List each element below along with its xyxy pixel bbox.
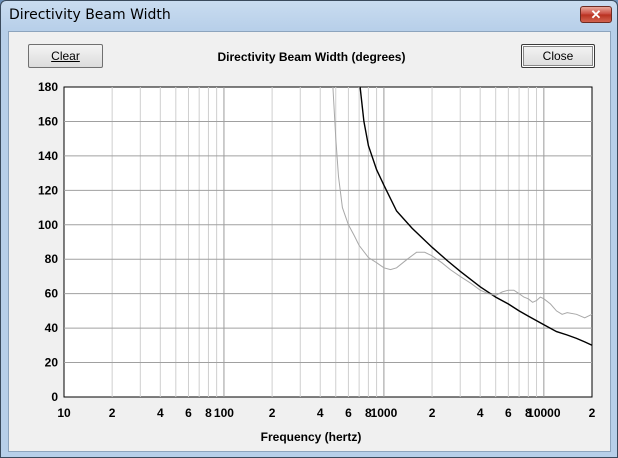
clear-button[interactable]: Clear — [28, 44, 103, 68]
y-tick-label: 180 — [38, 80, 58, 94]
dialog-client-area: Clear Directivity Beam Width (degrees) C… — [8, 31, 611, 452]
x-tick-label: 4 — [157, 406, 164, 420]
plot-area — [63, 86, 593, 398]
y-tick-label: 40 — [45, 321, 59, 335]
x-tick-label: 6 — [345, 406, 352, 420]
y-tick-label: 140 — [38, 149, 58, 163]
x-tick-label: 8 — [205, 406, 212, 420]
title-bar[interactable]: Directivity Beam Width ✕ — [1, 1, 617, 31]
x-tick-label: 6 — [185, 406, 192, 420]
x-axis-label: Frequency (hertz) — [261, 430, 362, 444]
y-tick-label: 120 — [38, 183, 58, 197]
x-tick-label: 2 — [589, 406, 596, 420]
window-title: Directivity Beam Width — [9, 7, 171, 23]
x-tick-label: 6 — [505, 406, 512, 420]
y-tick-labels: 0 20 40 60 80 100 120 140 160 180 — [38, 80, 58, 404]
grid-lines — [64, 87, 592, 397]
x-tick-label: 2 — [109, 406, 116, 420]
chart-title: Directivity Beam Width (degrees) — [217, 50, 406, 64]
y-tick-label: 80 — [45, 252, 59, 266]
series-line-2 — [332, 86, 593, 319]
x-tick-label: 100 — [214, 406, 234, 420]
series-line-1 — [359, 86, 593, 346]
x-tick-label: 10000 — [527, 406, 561, 420]
y-tick-label: 0 — [51, 390, 58, 404]
clear-button-label: Clear — [51, 49, 80, 63]
x-tick-label: 8 — [525, 406, 532, 420]
x-tick-label: 2 — [269, 406, 276, 420]
y-tick-label: 20 — [45, 356, 59, 370]
y-tick-label: 100 — [38, 218, 58, 232]
x-tick-label: 4 — [477, 406, 484, 420]
x-tick-label: 10 — [57, 406, 71, 420]
series-lines — [332, 86, 593, 346]
x-tick-label: 1000 — [371, 406, 398, 420]
x-tick-label: 2 — [429, 406, 436, 420]
x-tick-label: 4 — [317, 406, 324, 420]
window-close-icon[interactable]: ✕ — [580, 6, 612, 23]
y-tick-label: 160 — [38, 114, 58, 128]
y-tick-label: 60 — [45, 287, 59, 301]
close-button[interactable]: Close — [521, 44, 595, 68]
x-tick-label: 8 — [365, 406, 372, 420]
